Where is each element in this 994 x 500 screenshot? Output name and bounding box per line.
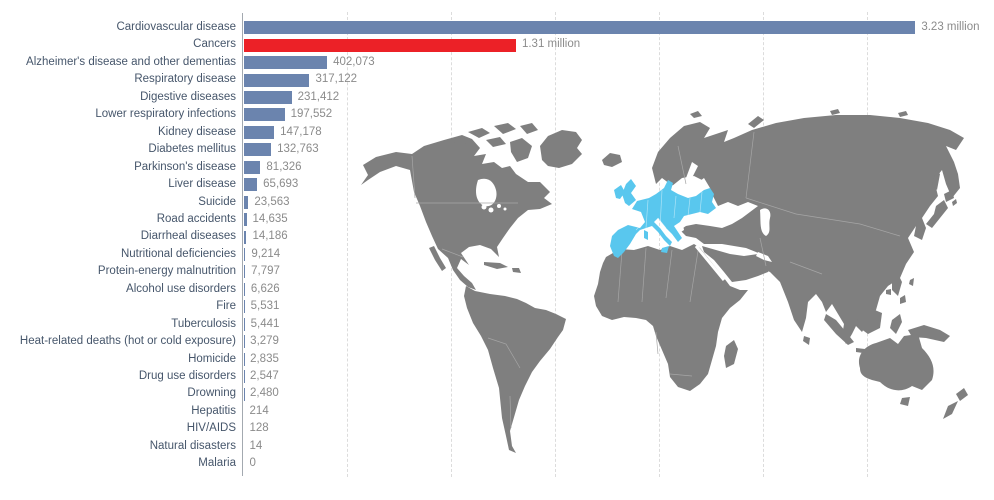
value-label: 3.23 million	[921, 21, 980, 33]
category-label: Cardiovascular disease	[116, 21, 236, 33]
value-label: 7,797	[251, 265, 280, 278]
value-label: 14,186	[252, 230, 288, 243]
category-label: Drug use disorders	[138, 370, 236, 382]
category-label: Parkinson's disease	[134, 160, 236, 173]
category-label: Diabetes mellitus	[148, 143, 236, 156]
value-label: 2,480	[250, 387, 279, 400]
bar	[243, 108, 285, 122]
category-label: Natural disasters	[149, 439, 236, 452]
value-label: 197,552	[290, 108, 333, 121]
bar	[243, 317, 245, 331]
value-label: 6,626	[250, 282, 280, 295]
category-label: Tuberculosis	[171, 317, 236, 330]
value-label: 0	[249, 457, 256, 470]
value-label: 14,635	[252, 212, 288, 225]
category-label: Diarrheal diseases	[140, 230, 236, 243]
value-label: 81,326	[266, 160, 302, 173]
bar	[243, 230, 247, 244]
bar-highlighted	[243, 38, 516, 52]
category-label: Drowning	[187, 387, 236, 400]
category-label: Respiratory disease	[134, 73, 236, 86]
value-label: 14	[249, 439, 263, 452]
bar	[243, 248, 246, 262]
value-label: 2,547	[250, 370, 279, 382]
category-label: Kidney disease	[158, 125, 236, 138]
value-label: 128	[249, 422, 269, 435]
category-label: Hepatitis	[191, 404, 236, 417]
category-label: Alcohol use disorders	[126, 282, 236, 295]
gridline	[554, 12, 556, 477]
chart-row: Alzheimer's disease and other dementias 4…	[0, 54, 994, 71]
category-label: Alzheimer's disease and other dementias	[26, 55, 236, 68]
gridline	[346, 12, 348, 477]
category-label: HIV/AIDS	[186, 422, 236, 435]
bar	[243, 73, 310, 87]
category-label: Heat-related deaths (hot or cold exposur…	[19, 335, 236, 348]
category-label: Fire	[216, 300, 236, 313]
category-label: Nutritional deficiencies	[120, 247, 236, 260]
category-label: Digestive diseases	[140, 90, 236, 103]
value-label: 132,763	[277, 143, 319, 156]
value-label: 3,279	[250, 335, 279, 348]
bar	[243, 352, 245, 366]
bar	[243, 56, 328, 70]
gridline	[658, 12, 660, 477]
bar	[243, 160, 261, 174]
value-label: 147,178	[280, 125, 322, 138]
chart-row: Digestive diseases 231,412	[0, 89, 994, 106]
europe-country-borders	[635, 189, 703, 231]
bar	[243, 265, 246, 279]
bar	[243, 143, 272, 157]
value-label: 65,693	[263, 178, 299, 191]
bar	[243, 282, 245, 296]
bar	[243, 21, 916, 35]
chart-row: Cardiovascular disease 3.23 million	[0, 19, 994, 36]
world-map	[361, 109, 968, 453]
bar	[243, 125, 275, 139]
bar	[243, 195, 249, 209]
value-label: 317,122	[315, 73, 358, 86]
bar	[243, 387, 245, 401]
value-label: 2,835	[250, 352, 279, 365]
chart-row: Respiratory disease 317,122	[0, 71, 994, 88]
category-label: Suicide	[198, 195, 236, 208]
value-label: 402,073	[333, 55, 375, 68]
bar	[243, 90, 292, 104]
chart-row: Cancers 1.31 million	[0, 36, 994, 53]
bar	[243, 178, 258, 192]
category-label: Lower respiratory infections	[95, 108, 236, 121]
value-label: 214	[249, 404, 269, 417]
bar	[243, 335, 245, 349]
category-label: Malaria	[198, 457, 236, 470]
category-label: Homicide	[188, 352, 236, 365]
category-label: Liver disease	[168, 178, 236, 191]
value-label: 5,531	[250, 300, 280, 313]
value-label: 5,441	[250, 317, 280, 330]
y-axis-line	[242, 13, 244, 476]
category-label: Road accidents	[156, 212, 236, 225]
country-borders	[411, 131, 901, 429]
value-label: 231,412	[297, 90, 340, 103]
bar	[243, 213, 247, 227]
value-label: 23,563	[254, 195, 290, 208]
value-label: 9,214	[251, 247, 281, 260]
bar	[243, 300, 245, 314]
bar	[243, 370, 245, 384]
value-label: 1.31 million	[521, 38, 581, 51]
continents-landmass	[361, 109, 968, 453]
category-label: Protein-energy malnutrition	[97, 265, 236, 278]
category-label: Cancers	[193, 38, 236, 51]
